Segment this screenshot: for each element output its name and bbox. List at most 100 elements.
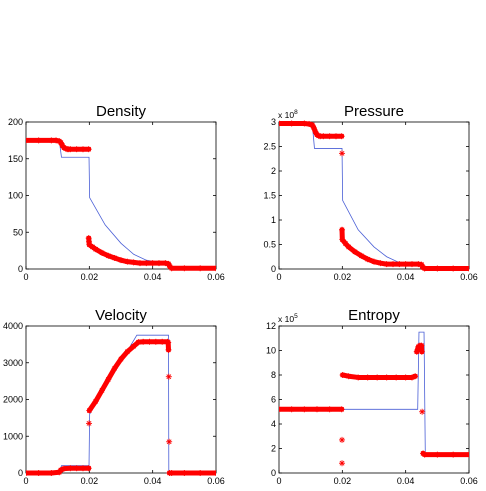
density-ytick-label: 50 <box>13 227 23 237</box>
density-star-marker <box>73 146 80 153</box>
velocity-star-marker <box>99 387 105 394</box>
velocity-numeric-trail-segment <box>26 465 92 476</box>
density-star-marker <box>137 260 143 267</box>
pressure-star-marker <box>409 261 415 268</box>
velocity-title: Velocity <box>95 307 147 324</box>
entropy-star-marker <box>421 451 428 458</box>
pressure-star-marker <box>364 256 371 263</box>
pressure-star-marker <box>390 261 396 268</box>
pressure-panel: Pressure 0 0.02 0.04 0.06 0 0.5 1 1.5 2 2.5 3x 108 <box>263 103 477 282</box>
entropy-star-marker <box>418 342 425 349</box>
entropy-star-marker <box>338 406 345 413</box>
pressure-star-marker <box>450 265 457 272</box>
density-star-marker <box>48 137 55 144</box>
velocity-ytick-label: 2000 <box>3 395 23 405</box>
density-star-marker <box>26 137 29 144</box>
pressure-data <box>279 120 469 272</box>
pressure-ytick-label: 1.5 <box>263 191 276 201</box>
velocity-ytick-label: 0 <box>18 468 23 478</box>
pressure-star-marker <box>339 226 346 233</box>
entropy-ytick-label: 2 <box>271 444 276 454</box>
density-star-marker <box>197 265 204 272</box>
density-title: Density <box>96 103 147 120</box>
density-star-marker <box>86 241 93 248</box>
velocity-star-marker <box>165 346 172 353</box>
velocity-star-marker <box>166 438 173 445</box>
density-panel: Density 0 0.02 0.04 0.06 0 50 100 150 200 <box>8 103 225 282</box>
velocity-data <box>26 334 216 476</box>
density-star-marker <box>85 146 92 153</box>
density-star-marker <box>92 246 99 253</box>
entropy-ytick-label: 10 <box>266 346 276 356</box>
entropy-star-marker <box>339 372 346 378</box>
density-xtick-label: 0.04 <box>144 272 162 282</box>
velocity-star-marker <box>111 365 118 372</box>
entropy-star-marker <box>288 406 295 413</box>
entropy-star-marker <box>314 406 320 413</box>
pressure-xtick-label: 0.04 <box>397 272 415 282</box>
velocity-star-marker <box>80 465 86 472</box>
pressure-exponent-base: x 10 <box>278 110 294 120</box>
pressure-title: Pressure <box>344 103 404 120</box>
entropy-xtick-label: 0 <box>276 476 281 486</box>
velocity-star-marker <box>86 407 93 414</box>
pressure-star-marker <box>326 133 333 140</box>
density-star-marker <box>213 265 216 272</box>
pressure-star-marker <box>434 265 441 272</box>
velocity-star-marker <box>159 338 166 345</box>
velocity-star-marker <box>181 470 188 476</box>
density-axes-frame <box>25 121 217 270</box>
entropy-star-marker <box>374 374 381 381</box>
pressure-exponent-label: x 108 <box>278 109 298 120</box>
velocity-star-marker <box>124 348 131 355</box>
density-star-marker <box>99 249 105 256</box>
pressure-ytick-label: 2.5 <box>263 142 276 152</box>
entropy-ytick-label: 12 <box>266 321 276 331</box>
velocity-star-marker <box>152 338 159 345</box>
entropy-star-marker <box>339 436 346 443</box>
density-ytick-label: 100 <box>8 191 23 201</box>
density-exact-line <box>26 139 216 269</box>
velocity-xtick-label: 0.06 <box>207 476 225 486</box>
pressure-star-marker <box>345 243 352 250</box>
velocity-xtick-label: 0.02 <box>81 476 99 486</box>
entropy-numeric-trail-segment <box>340 372 418 380</box>
entropy-star-marker <box>326 406 333 413</box>
velocity-star-marker <box>165 339 172 346</box>
velocity-axes-frame <box>25 325 217 474</box>
pressure-star-marker <box>396 261 403 268</box>
density-star-marker <box>105 252 112 259</box>
pressure-ytick-label: 3 <box>271 117 276 127</box>
entropy-exponent-label: x 105 <box>278 313 298 324</box>
density-xtick-label: 0.06 <box>207 272 225 282</box>
density-ytick-label: 0 <box>18 264 23 274</box>
pressure-star-marker <box>352 248 358 255</box>
velocity-star-marker <box>26 470 29 476</box>
pressure-star-marker <box>320 133 327 140</box>
velocity-star-marker <box>48 470 55 476</box>
entropy-title: Entropy <box>348 307 400 324</box>
entropy-star-marker <box>393 374 400 381</box>
density-star-marker <box>181 265 188 272</box>
density-ytick-label: 150 <box>8 154 23 164</box>
pressure-xtick-label: 0.02 <box>334 272 352 282</box>
entropy-xtick-label: 0.04 <box>397 476 415 486</box>
velocity-star-marker <box>61 465 67 472</box>
density-xtick-label: 0 <box>23 272 28 282</box>
velocity-star-marker <box>92 398 99 405</box>
entropy-axes-frame <box>278 325 470 474</box>
velocity-panel: Velocity 0 0.02 0.04 0.06 0 1000 2000 3000 4000 <box>3 307 225 486</box>
entropy-xtick-label: 0.06 <box>460 476 478 486</box>
velocity-star-marker <box>118 356 124 363</box>
entropy-star-marker <box>402 374 409 381</box>
entropy-star-marker <box>419 408 426 415</box>
pressure-ytick-label: 0 <box>271 264 276 274</box>
pressure-star-marker <box>377 260 384 267</box>
density-star-marker <box>168 265 175 272</box>
density-star-marker <box>67 146 74 153</box>
density-xtick-label: 0.02 <box>81 272 99 282</box>
entropy-panel: Entropy 0 0.02 0.04 0.06 0 2 4 6 8 10 12x 105 <box>266 307 478 486</box>
entropy-star-marker <box>355 374 362 381</box>
entropy-star-marker <box>466 451 469 458</box>
velocity-star-marker <box>86 420 93 427</box>
